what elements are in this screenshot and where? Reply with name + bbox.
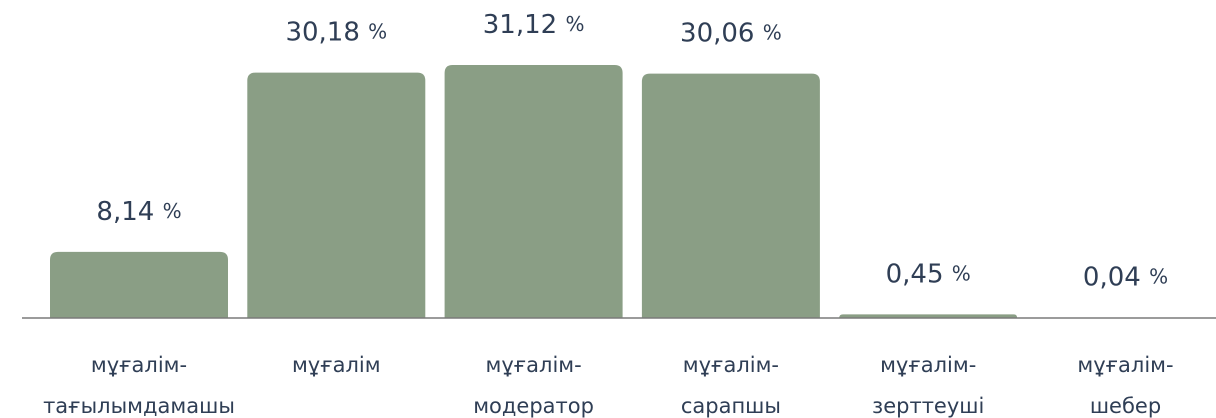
- bar: [247, 72, 426, 318]
- bar: [50, 251, 228, 318]
- bar: [444, 65, 623, 318]
- value-label: 0,45 %: [886, 259, 971, 289]
- value-label: 8,14 %: [96, 196, 181, 226]
- bar: [839, 314, 1018, 318]
- x-tick-label: мұғалім-тағылымдамашы: [43, 353, 235, 418]
- bar: [641, 73, 820, 318]
- value-label: 30,18 %: [285, 17, 387, 47]
- value-label: 30,06 %: [680, 18, 782, 48]
- x-tick-label: мұғалім: [292, 353, 381, 377]
- value-label: 31,12 %: [483, 10, 585, 40]
- x-tick-label: мұғалім-зерттеуші: [872, 353, 984, 418]
- x-tick-label: мұғалім-шебер: [1077, 353, 1173, 418]
- value-label: 0,04 %: [1083, 262, 1168, 292]
- x-tick-label: мұғалім-модератор: [473, 353, 594, 418]
- x-tick-label: мұғалім-сарапшы: [681, 353, 781, 418]
